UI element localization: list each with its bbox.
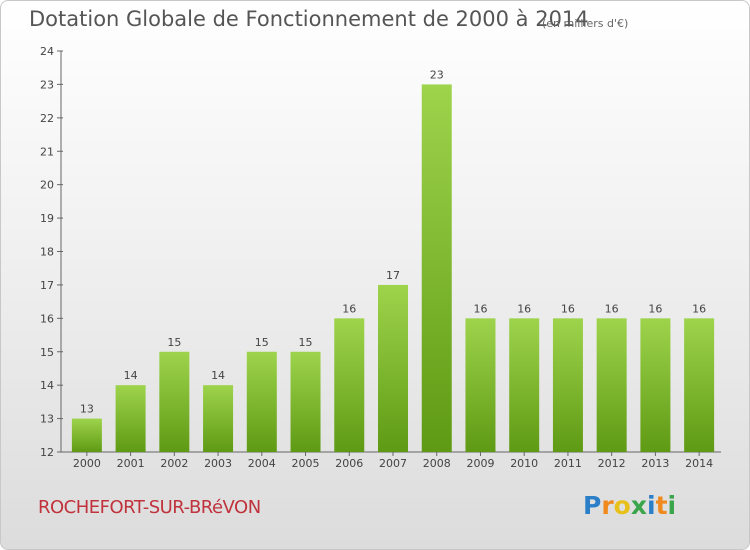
y-tick-label: 21	[40, 145, 54, 158]
bar	[552, 318, 583, 452]
bar-value-label: 16	[692, 302, 706, 315]
y-tick-label: 12	[40, 446, 54, 459]
bar-value-label: 13	[80, 403, 94, 416]
y-tick-label: 23	[40, 78, 54, 91]
chart-title: Dotation Globale de Fonctionnement de 20…	[29, 7, 589, 31]
bar	[509, 318, 540, 452]
logo-letter: o	[613, 491, 631, 520]
x-tick-label: 2012	[598, 457, 626, 470]
y-tick-label: 19	[40, 212, 54, 225]
bar	[421, 84, 452, 453]
bar	[684, 318, 715, 452]
bar-value-label: 16	[517, 302, 531, 315]
bar	[159, 351, 190, 452]
x-tick-label: 2005	[292, 457, 320, 470]
y-tick-label: 15	[40, 346, 54, 359]
bar-value-label: 15	[255, 336, 269, 349]
x-tick-label: 2007	[379, 457, 407, 470]
bar	[334, 318, 365, 452]
y-tick-label: 24	[40, 45, 54, 58]
bar	[640, 318, 671, 452]
logo-letter: x	[630, 491, 647, 520]
city-name: ROCHEFORT-SUR-BRéVON	[38, 497, 261, 518]
logo-letter: P	[583, 491, 602, 520]
y-tick-label: 14	[40, 379, 54, 392]
bar-value-label: 23	[430, 68, 444, 81]
x-tick-label: 2011	[554, 457, 582, 470]
bar	[290, 351, 321, 452]
bar	[203, 385, 234, 452]
x-tick-label: 2000	[73, 457, 101, 470]
bar	[115, 385, 146, 452]
bar	[378, 284, 408, 452]
x-tick-label: 2009	[466, 457, 494, 470]
y-tick-label: 18	[40, 246, 54, 259]
bar-value-label: 15	[167, 336, 181, 349]
y-tick-label: 22	[40, 112, 54, 125]
unit-note: (en milliers d'€)	[542, 17, 629, 30]
logo-letter: r	[601, 491, 614, 520]
x-tick-label: 2013	[641, 457, 669, 470]
logo-letter: t	[655, 491, 668, 520]
x-tick-label: 2002	[160, 457, 188, 470]
x-tick-label: 2006	[335, 457, 363, 470]
bar	[465, 318, 496, 452]
x-tick-label: 2004	[248, 457, 276, 470]
bar	[71, 418, 102, 452]
y-tick-label: 20	[40, 179, 54, 192]
bar-value-label: 17	[386, 269, 400, 282]
x-tick-label: 2003	[204, 457, 232, 470]
logo-letter: i	[647, 491, 656, 520]
bar-value-label: 16	[561, 302, 575, 315]
bar-value-label: 16	[648, 302, 662, 315]
x-tick-label: 2008	[423, 457, 451, 470]
bar-value-label: 14	[211, 369, 225, 382]
y-tick-label: 17	[40, 279, 54, 292]
proxiti-logo: Proxiti	[583, 491, 676, 520]
x-tick-label: 2001	[117, 457, 145, 470]
x-tick-label: 2014	[685, 457, 713, 470]
y-tick-label: 16	[40, 312, 54, 325]
x-tick-label: 2010	[510, 457, 538, 470]
y-tick-label: 13	[40, 413, 54, 426]
bar	[596, 318, 627, 452]
logo-letter: i	[667, 491, 677, 520]
bar-value-label: 14	[124, 369, 138, 382]
bar-value-label: 16	[605, 302, 619, 315]
bar-value-label: 16	[473, 302, 487, 315]
bar-value-label: 16	[342, 302, 356, 315]
bar	[246, 351, 277, 452]
bar-value-label: 15	[299, 336, 313, 349]
